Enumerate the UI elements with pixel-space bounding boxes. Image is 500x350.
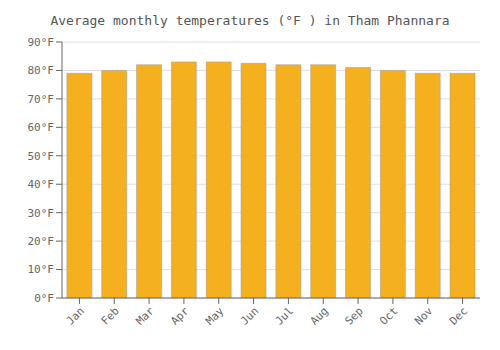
svg-text:Nov: Nov bbox=[412, 304, 436, 328]
svg-text:Oct: Oct bbox=[377, 304, 400, 327]
svg-text:Sep: Sep bbox=[342, 304, 365, 327]
svg-text:60°F: 60°F bbox=[28, 121, 55, 134]
svg-text:Jun: Jun bbox=[238, 304, 261, 327]
svg-text:70°F: 70°F bbox=[28, 93, 55, 106]
svg-text:30°F: 30°F bbox=[28, 207, 55, 220]
svg-text:May: May bbox=[203, 304, 227, 328]
svg-text:40°F: 40°F bbox=[28, 178, 55, 191]
svg-text:Apr: Apr bbox=[168, 304, 192, 328]
svg-text:20°F: 20°F bbox=[28, 235, 55, 248]
svg-text:Jan: Jan bbox=[64, 304, 87, 327]
svg-text:10°F: 10°F bbox=[28, 263, 55, 276]
svg-text:80°F: 80°F bbox=[28, 64, 55, 77]
svg-text:Mar: Mar bbox=[133, 304, 157, 328]
html-text:Average monthly temperatures (: Average monthly temperatures (°F ) in Th… bbox=[50, 13, 450, 28]
svg-text:0°F: 0°F bbox=[34, 292, 54, 305]
svg-text:50°F: 50°F bbox=[28, 150, 55, 163]
svg-text:Jul: Jul bbox=[273, 304, 296, 327]
svg-text:Aug: Aug bbox=[308, 304, 331, 327]
svg-text:Feb: Feb bbox=[99, 304, 122, 327]
svg-text:90°F: 90°F bbox=[28, 36, 55, 49]
svg-text:Dec: Dec bbox=[447, 304, 470, 327]
